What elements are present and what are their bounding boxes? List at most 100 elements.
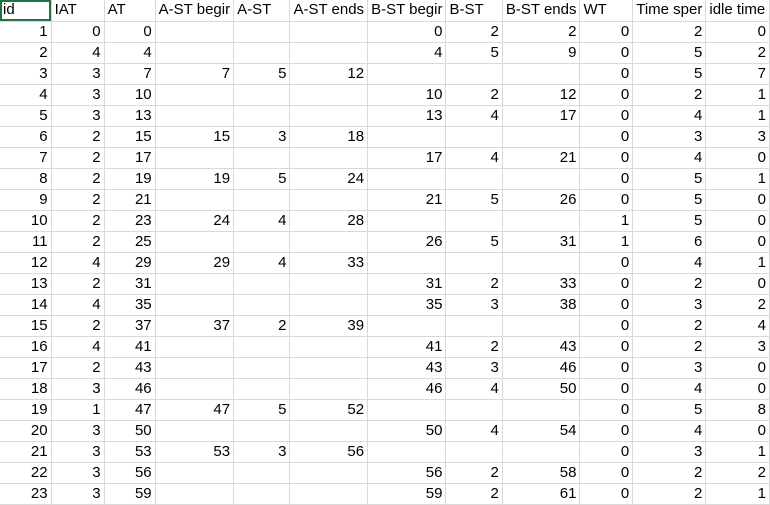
- cell-a-st-ends[interactable]: [289, 105, 369, 127]
- cell-a-st-ends[interactable]: [289, 357, 369, 379]
- cell-idle-time[interactable]: 0: [705, 273, 770, 295]
- cell-idle-time[interactable]: 2: [705, 462, 770, 484]
- cell-wt[interactable]: 0: [579, 420, 634, 442]
- cell-at[interactable]: 4: [104, 42, 156, 64]
- cell-id[interactable]: 15: [0, 315, 52, 337]
- header-cell-wt[interactable]: WT: [579, 0, 634, 22]
- cell-id[interactable]: 2: [0, 42, 52, 64]
- cell-a-st-ends[interactable]: [289, 21, 369, 43]
- cell-idle-time[interactable]: 3: [705, 126, 770, 148]
- cell-a-st[interactable]: [233, 420, 291, 442]
- cell-wt[interactable]: 0: [579, 84, 634, 106]
- cell-a-st-begin[interactable]: [155, 483, 235, 505]
- cell-id[interactable]: 19: [0, 399, 52, 421]
- cell-a-st-ends[interactable]: [289, 42, 369, 64]
- cell-idle-time[interactable]: 0: [705, 21, 770, 43]
- cell-a-st[interactable]: [233, 378, 291, 400]
- cell-idle-time[interactable]: 4: [705, 315, 770, 337]
- cell-a-st[interactable]: 4: [233, 210, 291, 232]
- cell-iat[interactable]: 2: [51, 147, 105, 169]
- cell-b-st-begin[interactable]: [367, 441, 447, 463]
- cell-at[interactable]: 15: [104, 126, 156, 148]
- cell-b-st-ends[interactable]: 58: [502, 462, 581, 484]
- cell-b-st-begin[interactable]: [367, 399, 447, 421]
- cell-idle-time[interactable]: 1: [705, 441, 770, 463]
- cell-iat[interactable]: 3: [51, 378, 105, 400]
- cell-a-st[interactable]: [233, 231, 291, 253]
- cell-time-spent[interactable]: 2: [632, 483, 707, 505]
- cell-b-st[interactable]: [445, 168, 503, 190]
- cell-iat[interactable]: 3: [51, 483, 105, 505]
- cell-id[interactable]: 4: [0, 84, 52, 106]
- cell-a-st[interactable]: [233, 336, 291, 358]
- cell-id[interactable]: 7: [0, 147, 52, 169]
- cell-id[interactable]: 10: [0, 210, 52, 232]
- cell-id[interactable]: 6: [0, 126, 52, 148]
- cell-iat[interactable]: 4: [51, 294, 105, 316]
- cell-a-st-begin[interactable]: [155, 273, 235, 295]
- cell-a-st[interactable]: 4: [233, 252, 291, 274]
- cell-b-st-ends[interactable]: 54: [502, 420, 581, 442]
- cell-time-spent[interactable]: 4: [632, 420, 707, 442]
- cell-iat[interactable]: 4: [51, 42, 105, 64]
- cell-b-st-begin[interactable]: 0: [367, 21, 447, 43]
- cell-at[interactable]: 47: [104, 399, 156, 421]
- cell-id[interactable]: 8: [0, 168, 52, 190]
- cell-b-st[interactable]: [445, 441, 503, 463]
- cell-iat[interactable]: 2: [51, 357, 105, 379]
- cell-id[interactable]: 9: [0, 189, 52, 211]
- cell-iat[interactable]: 3: [51, 441, 105, 463]
- cell-b-st[interactable]: 2: [445, 84, 503, 106]
- cell-a-st-begin[interactable]: [155, 420, 235, 442]
- cell-time-spent[interactable]: 5: [632, 210, 707, 232]
- cell-b-st-begin[interactable]: 50: [367, 420, 447, 442]
- cell-time-spent[interactable]: 5: [632, 399, 707, 421]
- cell-a-st-ends[interactable]: 24: [289, 168, 369, 190]
- cell-b-st-ends[interactable]: 46: [502, 357, 581, 379]
- cell-wt[interactable]: 1: [579, 210, 634, 232]
- cell-b-st-begin[interactable]: [367, 315, 447, 337]
- cell-b-st-ends[interactable]: 2: [502, 21, 581, 43]
- cell-b-st-begin[interactable]: [367, 168, 447, 190]
- cell-time-spent[interactable]: 2: [632, 336, 707, 358]
- cell-at[interactable]: 25: [104, 231, 156, 253]
- cell-iat[interactable]: 2: [51, 315, 105, 337]
- cell-iat[interactable]: 4: [51, 336, 105, 358]
- cell-b-st-ends[interactable]: [502, 210, 581, 232]
- cell-at[interactable]: 23: [104, 210, 156, 232]
- cell-a-st-begin[interactable]: [155, 231, 235, 253]
- cell-at[interactable]: 17: [104, 147, 156, 169]
- cell-b-st-ends[interactable]: [502, 399, 581, 421]
- header-cell-a-st-begin[interactable]: A-ST begir: [155, 0, 235, 22]
- cell-iat[interactable]: 1: [51, 399, 105, 421]
- cell-id[interactable]: 12: [0, 252, 52, 274]
- cell-wt[interactable]: 0: [579, 273, 634, 295]
- cell-id[interactable]: 17: [0, 357, 52, 379]
- cell-a-st-begin[interactable]: [155, 105, 235, 127]
- cell-b-st[interactable]: 2: [445, 273, 503, 295]
- cell-b-st[interactable]: 4: [445, 105, 503, 127]
- cell-b-st-ends[interactable]: [502, 126, 581, 148]
- cell-b-st[interactable]: 2: [445, 336, 503, 358]
- cell-b-st-ends[interactable]: [502, 315, 581, 337]
- cell-a-st-ends[interactable]: [289, 378, 369, 400]
- cell-time-spent[interactable]: 2: [632, 84, 707, 106]
- cell-idle-time[interactable]: 3: [705, 336, 770, 358]
- cell-wt[interactable]: 0: [579, 294, 634, 316]
- cell-at[interactable]: 56: [104, 462, 156, 484]
- cell-a-st[interactable]: [233, 42, 291, 64]
- cell-a-st[interactable]: [233, 462, 291, 484]
- cell-b-st-begin[interactable]: [367, 252, 447, 274]
- cell-a-st-begin[interactable]: 29: [155, 252, 235, 274]
- cell-a-st-ends[interactable]: 56: [289, 441, 369, 463]
- cell-b-st[interactable]: [445, 210, 503, 232]
- cell-a-st-begin[interactable]: 15: [155, 126, 235, 148]
- cell-b-st[interactable]: 5: [445, 189, 503, 211]
- cell-b-st[interactable]: 5: [445, 231, 503, 253]
- cell-b-st-ends[interactable]: 21: [502, 147, 581, 169]
- cell-a-st-ends[interactable]: [289, 294, 369, 316]
- cell-a-st-begin[interactable]: 7: [155, 63, 235, 85]
- cell-b-st-begin[interactable]: [367, 210, 447, 232]
- cell-a-st-begin[interactable]: 47: [155, 399, 235, 421]
- cell-time-spent[interactable]: 2: [632, 462, 707, 484]
